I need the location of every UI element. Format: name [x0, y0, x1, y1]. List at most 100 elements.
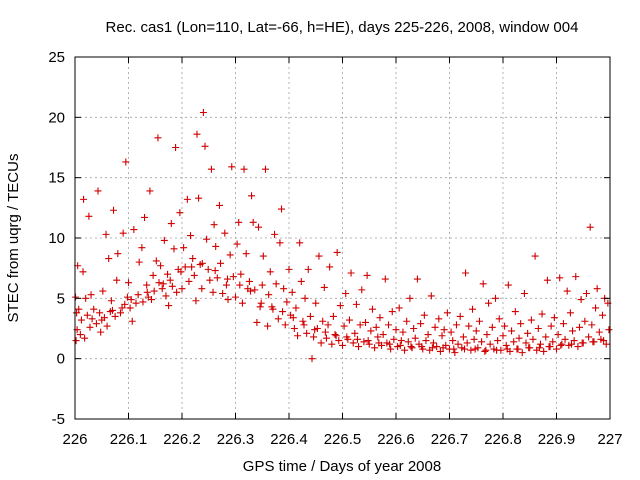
- data-point: [134, 291, 142, 299]
- data-point: [201, 142, 209, 150]
- data-point: [531, 252, 539, 260]
- data-point: [232, 293, 239, 301]
- data-point: [452, 321, 460, 329]
- data-point: [173, 288, 181, 296]
- data-point: [261, 165, 269, 173]
- data-point: [396, 341, 404, 349]
- data-point: [520, 290, 528, 298]
- data-point: [536, 340, 544, 348]
- data-point: [128, 317, 136, 325]
- data-point: [256, 303, 264, 311]
- data-point: [479, 280, 487, 288]
- data-point: [168, 282, 176, 290]
- data-point: [167, 220, 175, 228]
- data-point: [181, 263, 189, 271]
- data-point: [320, 283, 328, 291]
- data-point: [436, 347, 444, 355]
- data-point: [212, 242, 220, 250]
- data-point: [176, 209, 184, 217]
- data-point: [127, 296, 135, 304]
- data-point: [450, 345, 458, 353]
- y-tick-label: 25: [48, 49, 65, 66]
- data-point: [81, 334, 89, 342]
- data-point: [211, 267, 219, 275]
- data-point: [160, 236, 168, 244]
- data-point: [340, 322, 348, 330]
- data-point: [385, 321, 393, 329]
- data-point: [92, 320, 100, 328]
- data-point: [149, 271, 157, 279]
- data-point: [299, 317, 307, 325]
- data-point: [310, 333, 318, 341]
- data-point: [240, 165, 248, 173]
- data-point: [88, 315, 96, 323]
- data-point: [413, 275, 421, 283]
- data-point: [245, 277, 253, 285]
- data-point: [529, 335, 537, 343]
- x-tick-label: 226.3: [217, 431, 255, 448]
- data-point: [451, 349, 459, 357]
- data-point: [470, 335, 478, 343]
- data-point: [401, 346, 409, 354]
- data-point: [125, 279, 132, 287]
- data-point: [158, 285, 166, 293]
- data-point: [524, 329, 532, 337]
- data-point: [90, 305, 98, 313]
- y-tick-labels: -5 0 5 10 15 20 25: [48, 49, 65, 428]
- data-point: [411, 334, 419, 342]
- data-point: [570, 337, 578, 345]
- data-point: [238, 299, 246, 307]
- data-point: [410, 325, 418, 332]
- x-tick-label: 227: [597, 431, 622, 448]
- data-point: [578, 339, 586, 347]
- y-tick-label: 15: [48, 170, 65, 187]
- data-point: [141, 213, 149, 221]
- data-point: [547, 322, 555, 330]
- data-point: [549, 338, 557, 346]
- data-point: [264, 322, 272, 330]
- data-point: [481, 347, 489, 355]
- data-point: [577, 296, 585, 304]
- data-point: [72, 293, 80, 301]
- data-point: [96, 309, 104, 317]
- data-point: [418, 343, 426, 351]
- data-point: [567, 340, 575, 348]
- data-point: [146, 187, 154, 195]
- data-point: [592, 304, 600, 312]
- data-point: [569, 327, 577, 335]
- data-point: [183, 195, 191, 203]
- data-point: [542, 333, 550, 341]
- data-point: [103, 322, 111, 330]
- data-point: [335, 337, 343, 345]
- data-point: [203, 235, 211, 243]
- data-point: [122, 158, 130, 166]
- data-point: [374, 333, 382, 341]
- data-point: [300, 321, 308, 329]
- data-point: [538, 310, 546, 318]
- data-point: [178, 285, 186, 293]
- data-point: [229, 273, 237, 281]
- data-point: [185, 277, 193, 285]
- data-point: [546, 343, 554, 351]
- data-point: [281, 321, 289, 329]
- data-point: [82, 294, 90, 302]
- data-point: [371, 344, 379, 352]
- data-point: [460, 345, 468, 353]
- data-point: [130, 226, 138, 234]
- x-tick-label: 226.7: [431, 431, 469, 448]
- data-point: [534, 325, 542, 332]
- data-point: [347, 269, 355, 277]
- data-point: [279, 308, 287, 316]
- data-point: [582, 290, 590, 298]
- data-point: [408, 344, 416, 352]
- data-point: [326, 263, 334, 271]
- data-point: [285, 265, 293, 273]
- data-point: [553, 345, 560, 353]
- x-axis-label: GPS time / Days of year 2008: [243, 458, 441, 475]
- data-point: [215, 201, 223, 209]
- data-point: [602, 340, 610, 348]
- data-point: [289, 314, 297, 322]
- data-point: [559, 320, 567, 328]
- data-point: [395, 304, 403, 312]
- x-tick-labels: 226 226.1 226.2 226.3 226.4 226.5 226.6 226.7 22…: [62, 431, 622, 448]
